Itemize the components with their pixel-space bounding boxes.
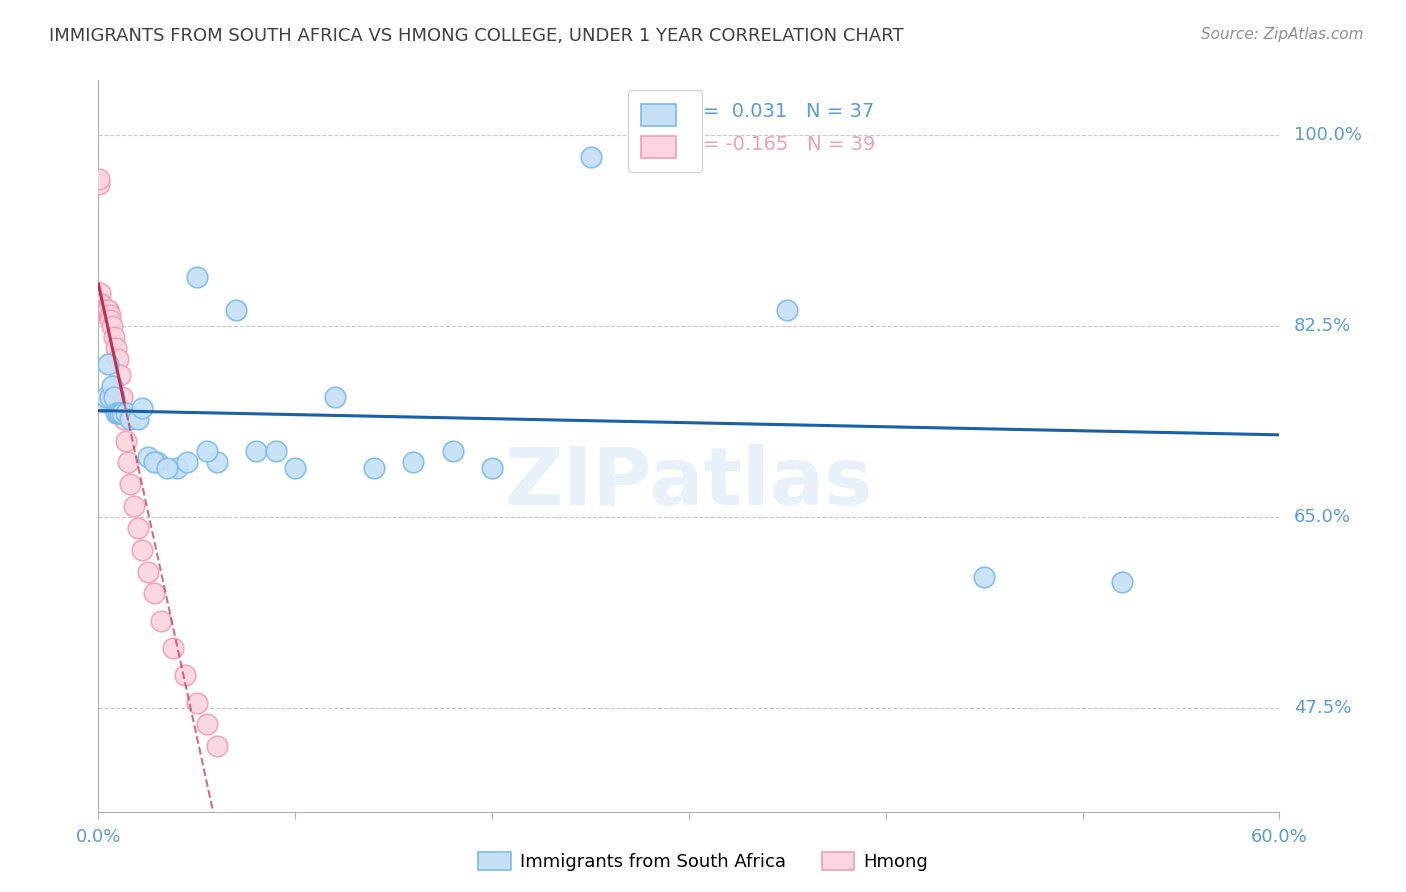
Legend: Immigrants from South Africa, Hmong: Immigrants from South Africa, Hmong (471, 845, 935, 879)
Point (108, 368, 131, 382)
Point (97, 302, 120, 317)
Point (107, 406, 129, 420)
Point (284, 460, 307, 475)
Point (105, 341, 128, 355)
Point (142, 455, 165, 469)
Point (89, 171, 111, 186)
Text: R = -0.165   N = 39: R = -0.165 N = 39 (683, 136, 876, 154)
Text: 100.0%: 100.0% (1294, 126, 1361, 144)
Point (136, 450, 159, 464)
Point (98, 390, 121, 404)
Point (98, 308, 121, 322)
Point (973, 570, 995, 584)
Point (122, 499, 145, 513)
Point (117, 455, 139, 469)
Point (245, 444, 267, 458)
Point (146, 455, 169, 469)
Point (93, 302, 115, 317)
Point (91, 302, 114, 317)
Point (131, 401, 153, 415)
Point (89, 297, 111, 311)
Point (776, 302, 799, 317)
Point (323, 390, 346, 404)
Point (166, 460, 188, 475)
Point (131, 542, 153, 557)
Point (127, 521, 149, 535)
Point (101, 379, 124, 393)
Point (101, 318, 124, 333)
Point (93, 302, 115, 317)
Point (142, 586, 165, 600)
Point (90, 297, 112, 311)
Point (97, 357, 120, 371)
Legend: , : , (628, 90, 702, 172)
Point (186, 269, 208, 284)
Point (89, 297, 111, 311)
Point (118, 411, 141, 425)
Text: R =  0.031   N = 37: R = 0.031 N = 37 (683, 102, 875, 120)
Point (156, 460, 179, 475)
Point (93, 395, 115, 409)
Point (136, 565, 159, 579)
Point (90, 297, 112, 311)
Point (205, 739, 228, 754)
Point (103, 330, 125, 344)
Point (205, 455, 228, 469)
Point (115, 406, 138, 420)
Point (118, 477, 141, 491)
Text: 0.0%: 0.0% (76, 828, 121, 847)
Text: 82.5%: 82.5% (1294, 317, 1351, 334)
Point (96, 390, 118, 404)
Point (162, 640, 184, 655)
Point (96, 302, 118, 317)
Point (363, 460, 385, 475)
Point (91, 302, 114, 317)
Point (89, 286, 111, 301)
Point (678, 150, 700, 164)
Text: IMMIGRANTS FROM SOUTH AFRICA VS HMONG COLLEGE, UNDER 1 YEAR CORRELATION CHART: IMMIGRANTS FROM SOUTH AFRICA VS HMONG CO… (49, 27, 904, 45)
Point (579, 150, 602, 164)
Text: ZIPatlas: ZIPatlas (505, 443, 873, 522)
Point (111, 406, 134, 420)
Point (96, 302, 118, 317)
Text: Source: ZipAtlas.com: Source: ZipAtlas.com (1201, 27, 1364, 42)
Text: 47.5%: 47.5% (1294, 699, 1351, 717)
Point (1111, 575, 1133, 590)
Point (98, 313, 121, 327)
Point (111, 390, 134, 404)
Point (115, 434, 138, 448)
Text: 65.0%: 65.0% (1294, 508, 1351, 526)
Point (89, 177, 111, 191)
Point (107, 351, 129, 366)
Point (112, 411, 135, 425)
Point (93, 302, 115, 317)
Point (176, 455, 198, 469)
Point (150, 614, 173, 628)
Point (105, 406, 128, 420)
Point (103, 390, 125, 404)
Point (195, 444, 218, 458)
Point (108, 406, 131, 420)
Point (402, 455, 425, 469)
Point (97, 302, 120, 317)
Point (174, 668, 197, 682)
Point (441, 444, 464, 458)
Point (264, 444, 287, 458)
Point (481, 460, 503, 475)
Text: 60.0%: 60.0% (1251, 828, 1308, 847)
Point (186, 696, 208, 710)
Point (127, 411, 149, 425)
Point (195, 717, 218, 731)
Point (225, 302, 247, 317)
